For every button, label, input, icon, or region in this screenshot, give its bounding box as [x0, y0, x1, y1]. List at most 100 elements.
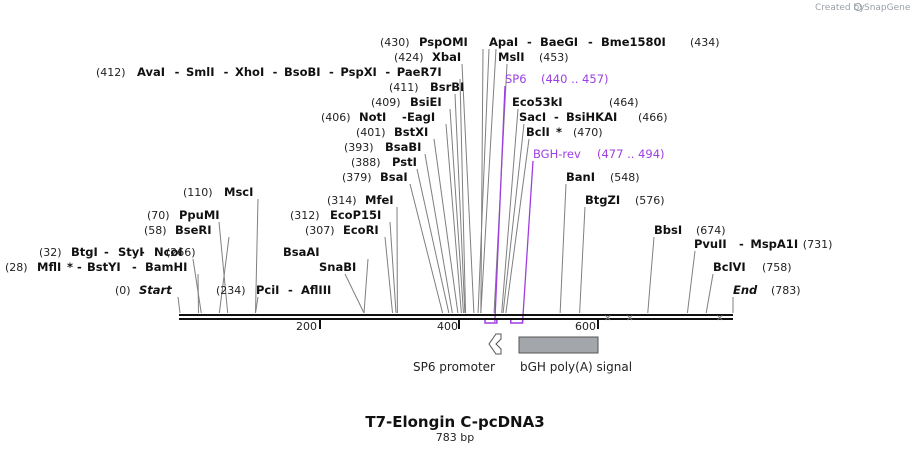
enzyme-name: BsaAI [283, 245, 320, 259]
cut-line [686, 250, 696, 314]
site-position: (424) [394, 51, 424, 64]
separator: - [132, 260, 137, 274]
sequence-length: 783 bp [436, 431, 474, 444]
enzyme-name: BclI [526, 125, 550, 139]
cut-line [424, 153, 453, 314]
enzyme-name: PpuMI [179, 208, 220, 222]
site-position: (58) [144, 224, 167, 237]
cut-line [480, 48, 497, 314]
site-position: (312) [290, 209, 320, 222]
cut-line [461, 63, 475, 314]
enzyme-name: BsaBI [385, 140, 421, 154]
enzyme-name: BtgI [71, 245, 98, 259]
sp6-promoter-arrow [488, 333, 502, 355]
enzyme-name: BclVI [713, 260, 746, 274]
site-position: (576) [635, 194, 665, 207]
site-position: (379) [342, 171, 372, 184]
enzyme-name: BamHI [145, 260, 187, 274]
separator: - [739, 237, 744, 251]
enzyme-name: BstXI [394, 125, 428, 139]
primers: SP6 (440 .. 457) BGH-rev (477 .. 494) [484, 72, 665, 324]
site-position: (731) [803, 238, 833, 251]
end-marker: End (783) [732, 283, 801, 313]
site-position: (430) [380, 36, 410, 49]
site-position: (453) [539, 51, 569, 64]
start-pos: (0) [115, 284, 131, 297]
separator: - [554, 110, 559, 124]
cut-line [192, 258, 202, 314]
tick-label-200: 200 [296, 320, 317, 333]
separator: - [385, 65, 390, 79]
cut-line [384, 236, 394, 314]
separator: - [140, 245, 145, 259]
end-pos: (783) [771, 284, 801, 297]
cut-line [647, 236, 655, 314]
enzyme-name: BsaI [380, 170, 408, 184]
feature-label-bgh-polya: bGH poly(A) signal [520, 360, 632, 374]
cut-line [255, 198, 259, 314]
site-position: (401) [356, 126, 386, 139]
enzyme-name: MslI [498, 50, 525, 64]
enzyme-name: EagI [407, 110, 435, 124]
cut-line [501, 108, 519, 314]
watermark-brand: SnapGene [864, 3, 911, 13]
enzyme-name: EcoRI [343, 223, 379, 237]
cut-line [459, 78, 467, 314]
enzyme-name: BsiEI [410, 95, 442, 109]
enzyme-name: BbsI [654, 223, 682, 237]
ruler: 200 400 600 [296, 320, 599, 333]
enzyme-name: SmlI [186, 65, 215, 79]
enzyme-name: SnaBI [319, 260, 356, 274]
enzyme-name: AvaI [137, 65, 165, 79]
enzyme-name: EcoP15I [330, 208, 381, 222]
cut-line [433, 138, 459, 314]
backbone: ✕ ✕ ✕ [179, 314, 733, 324]
tick-label-600: 600 [575, 320, 596, 333]
cut-line [559, 183, 567, 314]
feature-label-sp6-promoter: SP6 promoter [413, 360, 495, 374]
features: SP6 promoter bGH poly(A) signal [413, 333, 632, 374]
cut-line [502, 123, 525, 314]
enzyme-name: XbaI [432, 50, 461, 64]
cut-line [409, 183, 444, 314]
site-position: (266) [166, 246, 196, 259]
separator: - [175, 65, 180, 79]
site-position: (32) [39, 246, 62, 259]
site-position: (110) [183, 186, 213, 199]
site-position: (307) [305, 224, 335, 237]
separator: - [402, 110, 407, 124]
primer-binding-mark [510, 319, 524, 324]
enzyme-name: MfeI [365, 193, 394, 207]
cut-line [389, 221, 397, 314]
separator: - [288, 283, 293, 297]
primer-name: SP6 [505, 72, 527, 86]
backbone-bottom-strand [179, 318, 733, 320]
svg-text:✕: ✕ [626, 314, 634, 324]
start-label: Start [139, 283, 172, 297]
backbone-top-strand [179, 314, 733, 316]
enzyme-name: PspXI [340, 65, 376, 79]
site-position: (393) [344, 141, 374, 154]
enzyme-name: ApaI [489, 35, 518, 49]
separator: - [527, 35, 532, 49]
cut-line [579, 206, 586, 314]
cut-line [218, 236, 230, 314]
site-position: (434) [690, 36, 720, 49]
cut-line [416, 168, 450, 314]
site-position: (406) [321, 111, 351, 124]
enzyme-name: Eco53kI [512, 95, 563, 109]
site-position: (70) [147, 209, 170, 222]
primer-leader [494, 85, 506, 323]
enzyme-name: BanI [566, 170, 595, 184]
site-position: (464) [609, 96, 639, 109]
primer-leader [521, 160, 534, 323]
enzyme-name: PstI [392, 155, 417, 169]
separator: - [329, 65, 334, 79]
enzyme-name: MspA1I [750, 237, 798, 251]
site-position: (412) [96, 66, 126, 79]
enzyme-name: PaeR7I [397, 65, 442, 79]
cut-line [454, 93, 466, 314]
enzyme-name: PspOMI [419, 35, 468, 49]
separator: - [104, 245, 109, 259]
